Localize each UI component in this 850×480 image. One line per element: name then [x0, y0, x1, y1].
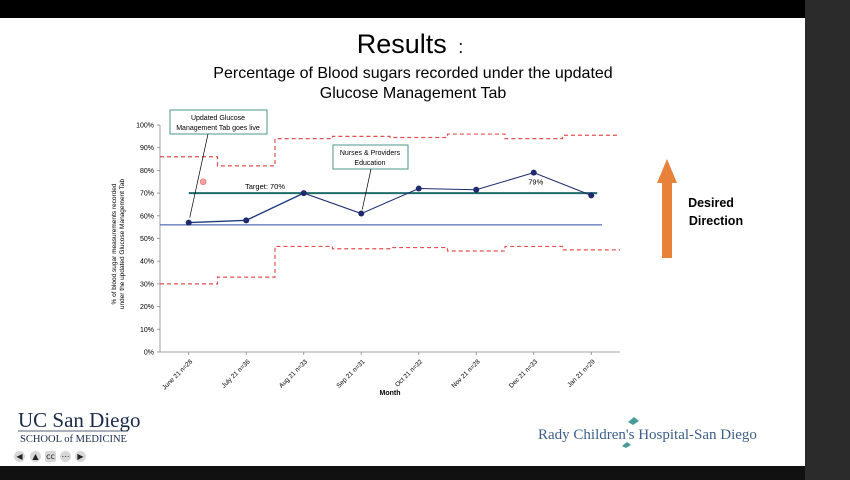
annotation-tab-live-line2: Management Tab goes live	[176, 125, 260, 132]
annotation-education-pointer	[361, 168, 372, 210]
data-point	[473, 186, 480, 193]
top-letterbox	[0, 0, 805, 18]
y-tick-label: 50%	[140, 236, 154, 243]
y-tick-label: 70%	[140, 191, 154, 198]
y-axis-label-line2: under the updated Glucose Management Tab	[119, 178, 126, 309]
y-tick-label: 80%	[140, 168, 154, 175]
annotation-education-line1: Nurses & Providers	[340, 150, 401, 157]
rady-logo-kite-icon	[622, 417, 639, 448]
desired-direction-line1: Desired	[688, 196, 734, 210]
ucsd-logo-school: SCHOOL of MEDICINE	[20, 434, 127, 445]
audio-icon[interactable]: ▲	[30, 451, 41, 462]
annotation-tab-live-pointer	[189, 133, 209, 218]
data-point	[185, 219, 192, 226]
y-tick-label: 60%	[140, 213, 154, 220]
x-tick-label: Nov 21 n=28	[451, 358, 482, 389]
data-point	[530, 169, 537, 176]
slide-subtitle-line2: Glucose Management Tab	[320, 85, 507, 102]
back-icon[interactable]: ◀	[14, 451, 25, 462]
slide-subtitle-line1: Percentage of Blood sugars recorded unde…	[213, 65, 612, 82]
y-tick-label: 10%	[140, 327, 154, 334]
x-tick-label: Jan 21 n=29	[566, 358, 597, 389]
data-point	[358, 210, 365, 217]
data-point	[415, 185, 422, 192]
data-label: 79%	[528, 178, 543, 187]
upper-control-limit	[160, 133, 620, 167]
x-tick-label: Sep 21 n=31	[336, 358, 367, 389]
slide-title-colon: :	[458, 37, 463, 57]
y-tick-label: 0%	[144, 350, 154, 357]
extra-data-point	[199, 178, 207, 186]
captions-icon[interactable]: cc	[45, 451, 56, 462]
data-series-line	[188, 172, 592, 224]
data-point	[588, 192, 595, 199]
y-tick-label: 40%	[140, 259, 154, 266]
x-axis-title: Month	[380, 390, 401, 397]
annotation-education-line2: Education	[354, 160, 385, 167]
y-axis-label-line1: % of blood sugar measurements recorded	[111, 183, 118, 304]
data-point	[300, 190, 307, 197]
desired-direction-line2: Direction	[689, 214, 743, 228]
right-letterbox	[805, 0, 850, 480]
target-label: Target: 70%	[245, 182, 285, 191]
annotation-tab-live: Updated Glucose Management Tab goes live	[169, 109, 268, 135]
data-point	[243, 217, 250, 224]
slide-title: Results	[357, 29, 447, 59]
annotation-education-box	[332, 144, 409, 170]
x-tick-label: Aug 21 n=33	[278, 358, 309, 389]
y-tick-label: 100%	[136, 123, 154, 130]
annotation-tab-live-line1: Updated Glucose	[191, 115, 245, 122]
x-tick-label: Oct 21 n=32	[394, 358, 424, 388]
annotation-tab-live-box	[169, 109, 268, 135]
more-icon[interactable]: ⋯	[60, 451, 71, 462]
bottom-letterbox	[0, 466, 805, 480]
x-tick-label: June 21 n=28	[161, 358, 194, 391]
annotation-education: Nurses & Providers Education	[332, 144, 409, 170]
y-tick-label: 30%	[140, 281, 154, 288]
svg-text:Results :: Results :	[357, 29, 464, 59]
desired-direction-arrow-shaft	[662, 182, 672, 258]
x-tick-label: Dec 21 n=33	[508, 358, 539, 389]
y-tick-label: 90%	[140, 145, 154, 152]
x-tick-label: July 21 n=36	[221, 358, 252, 389]
y-tick-label: 20%	[140, 304, 154, 311]
forward-icon[interactable]: ▶	[75, 451, 86, 462]
ucsd-logo-wordmark: UC San Diego	[18, 408, 141, 432]
desired-direction-arrowhead	[657, 159, 677, 183]
rady-logo-wordmark: Rady Children's Hospital-San Diego	[538, 427, 757, 443]
lower-control-limit	[160, 245, 620, 285]
